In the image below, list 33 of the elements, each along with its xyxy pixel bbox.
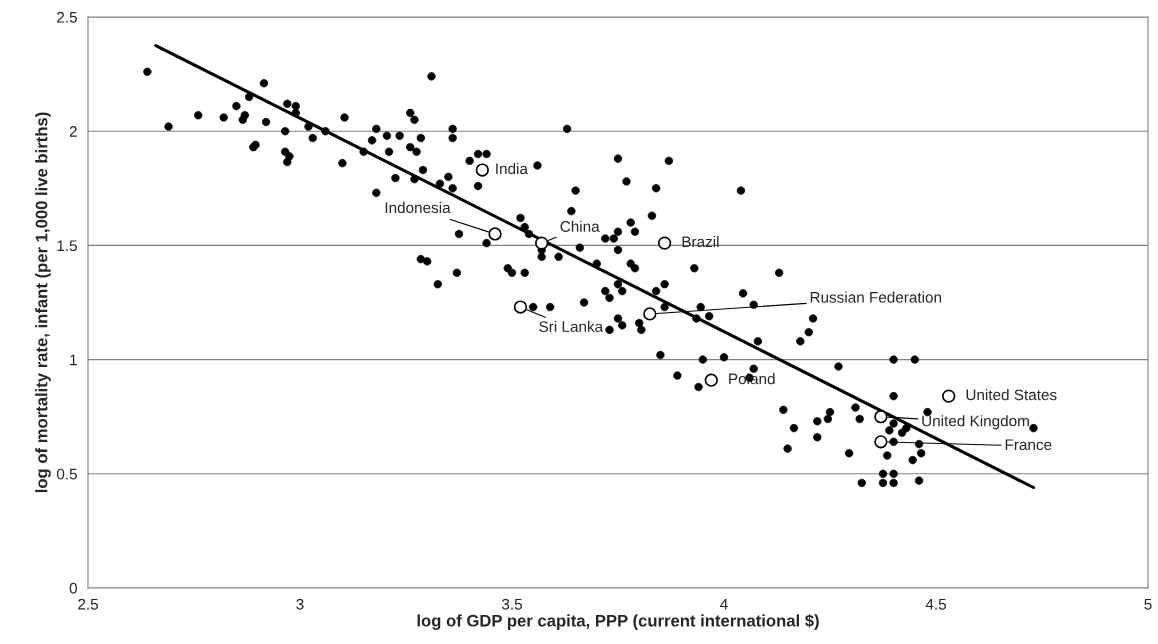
point [874,410,888,424]
y-tick-label: 0.5 [56,468,77,480]
y-tick-label: 2 [69,126,77,137]
annotation: Sri Lanka [539,320,604,332]
x-tick-label: 5 [1144,598,1152,610]
annotation: China [560,220,600,232]
point [643,307,657,321]
point [874,435,888,449]
annotation: France [1005,439,1052,451]
x-tick-label: 2.5 [78,598,98,610]
x-tick-label: 4.5 [925,598,946,610]
annotation: Russian Federation [810,291,942,303]
annotation: United States [966,389,1057,401]
x-tick-label: 3.5 [501,598,522,610]
y-tick-label: 2.5 [57,11,77,23]
point [657,236,672,250]
y-tick-label: 1.5 [57,240,77,252]
annotation: Indonesia [385,201,451,214]
point [942,389,956,403]
point [535,236,549,250]
x-tick-label: 4 [720,598,728,610]
y-tick-label: 0 [69,582,77,594]
point [513,300,528,314]
annotation: United Kingdom [922,415,1029,430]
point [704,373,718,387]
point [488,227,502,241]
y-axis-title: log of mortality rate, infant (per 1,000 live births) [35,112,51,493]
x-axis-title: log of GDP per capita, PPP (current international $) [417,614,819,630]
annotation: Brazil [682,236,719,248]
point [475,163,489,177]
annotation: India [496,162,528,175]
x-tick-label: 3 [296,598,304,610]
y-tick-label: 1 [70,354,77,366]
